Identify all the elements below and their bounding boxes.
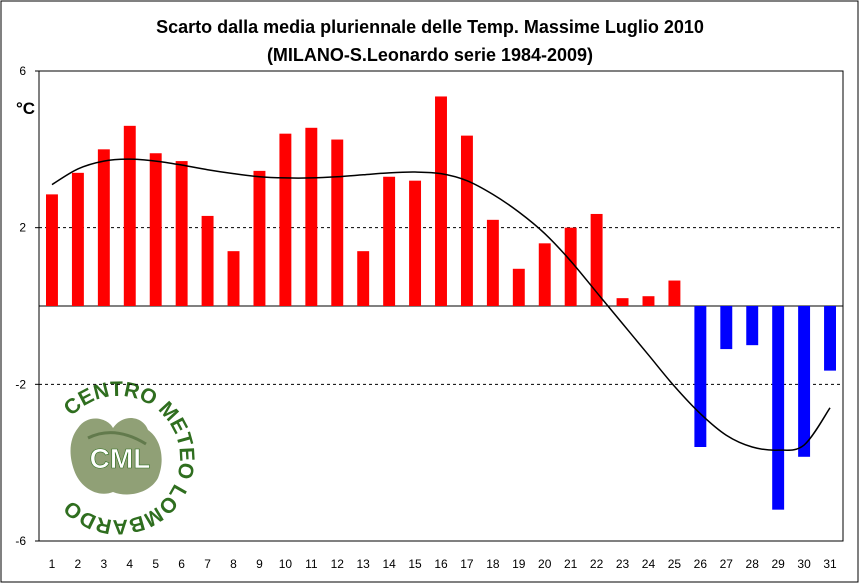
bar xyxy=(460,135,473,306)
logo-center-text: CML xyxy=(90,443,151,474)
x-tick-label: 22 xyxy=(590,557,604,571)
x-tick-label: 10 xyxy=(279,557,293,571)
bar xyxy=(149,153,162,306)
bar xyxy=(435,96,447,306)
x-tick-label: 16 xyxy=(434,557,448,571)
bar xyxy=(46,194,58,306)
x-tick-label: 25 xyxy=(668,557,682,571)
bar xyxy=(279,133,292,306)
bar xyxy=(175,161,188,306)
bar xyxy=(668,280,681,306)
bar xyxy=(409,180,422,306)
bar xyxy=(616,298,629,306)
bar xyxy=(305,127,318,307)
x-tick-label: 9 xyxy=(256,557,263,571)
bar xyxy=(564,227,577,306)
bar xyxy=(97,149,110,306)
bar xyxy=(227,251,240,306)
x-tick-label: 7 xyxy=(204,557,211,571)
cml-logo: CENTRO METEO LOMBARDO CML xyxy=(60,378,199,538)
bar xyxy=(642,296,655,306)
x-tick-label: 11 xyxy=(305,557,318,571)
chart-title: Scarto dalla media pluriennale delle Tem… xyxy=(156,17,704,37)
bar xyxy=(123,125,136,306)
bar xyxy=(824,306,836,371)
x-tick-label: 14 xyxy=(382,557,396,571)
x-tick-label: 3 xyxy=(100,557,107,571)
x-tick-label: 28 xyxy=(746,557,760,571)
x-tick-label: 1 xyxy=(49,557,56,571)
y-axis-unit: °C xyxy=(16,99,35,118)
x-tick-label: 4 xyxy=(126,557,133,571)
bar xyxy=(331,139,344,306)
bar xyxy=(590,213,603,306)
x-tick-label: 6 xyxy=(178,557,185,571)
x-tick-label: 13 xyxy=(357,557,371,571)
bar xyxy=(746,306,759,346)
bar xyxy=(720,306,733,350)
x-tick-label: 17 xyxy=(460,557,474,571)
bar xyxy=(71,172,84,306)
plot-area: 62-2-61 2 3 4 5 6 7 8 9 10 11 12 13 14 15 16 17 18 19 20 21 2… xyxy=(15,64,844,571)
bar xyxy=(538,243,551,306)
trend-line xyxy=(51,158,831,451)
x-tick-label: 18 xyxy=(486,557,500,571)
y-tick-label: 2 xyxy=(19,221,26,235)
bar xyxy=(253,170,266,306)
bar xyxy=(201,215,214,306)
x-tick-label: 2 xyxy=(75,557,82,571)
bar xyxy=(772,306,785,510)
bar xyxy=(798,306,811,457)
x-tick-label: 24 xyxy=(642,557,656,571)
x-tick-label: 15 xyxy=(408,557,422,571)
x-tick-label: 21 xyxy=(564,557,578,571)
y-tick-label: -6 xyxy=(15,534,26,548)
x-tick-label: 30 xyxy=(797,557,811,571)
x-tick-label: 19 xyxy=(512,557,526,571)
bar xyxy=(694,306,707,447)
x-tick-label: 29 xyxy=(771,557,785,571)
x-tick-label: 26 xyxy=(694,557,708,571)
x-tick-label: 12 xyxy=(331,557,345,571)
x-tick-label: 31 xyxy=(823,557,837,571)
x-tick-label: 27 xyxy=(720,557,734,571)
bar xyxy=(512,268,525,306)
bar xyxy=(383,176,396,306)
bar xyxy=(486,219,499,306)
x-tick-label: 23 xyxy=(616,557,630,571)
bar xyxy=(357,251,370,306)
y-tick-label: 6 xyxy=(19,64,26,78)
x-tick-label: 8 xyxy=(230,557,237,571)
x-tick-label: 5 xyxy=(152,557,159,571)
chart-subtitle: (MILANO-S.Leonardo serie 1984-2009) xyxy=(267,45,593,65)
y-tick-label: -2 xyxy=(15,377,26,391)
x-tick-label: 20 xyxy=(538,557,552,571)
